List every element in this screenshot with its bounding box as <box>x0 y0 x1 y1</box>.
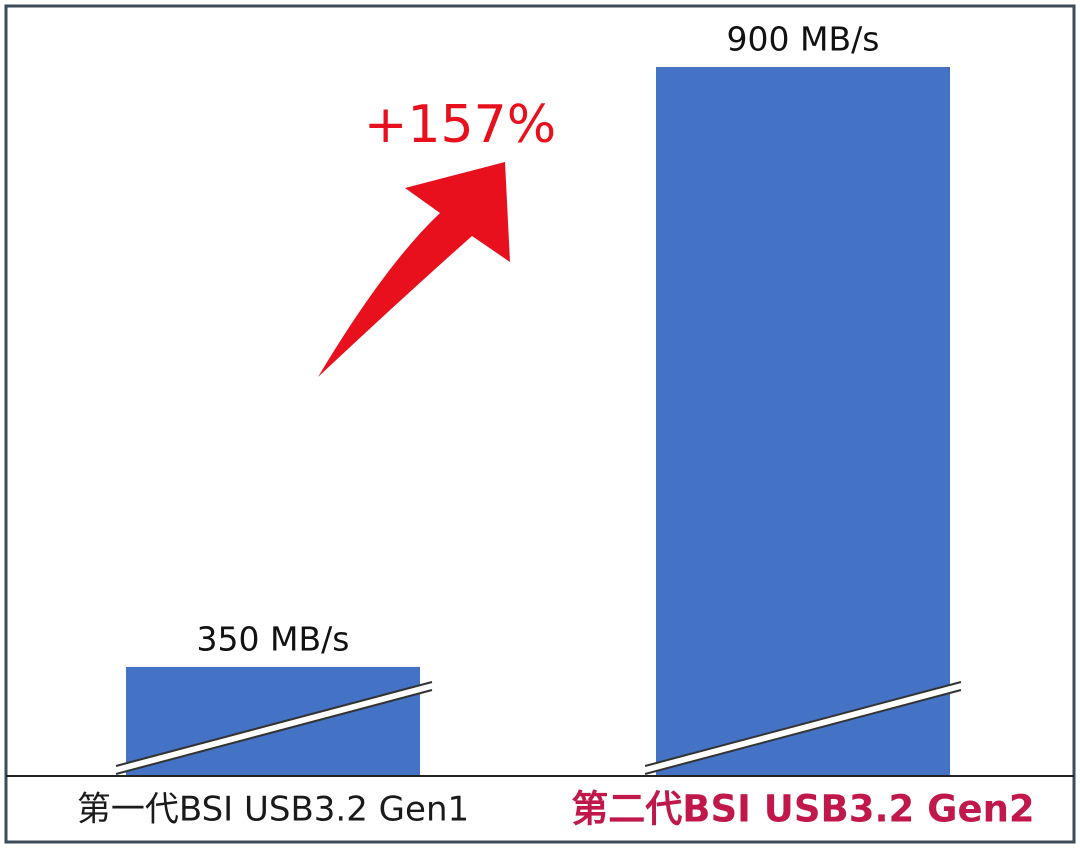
bar <box>656 67 950 776</box>
x-tick-label: 第一代BSI USB3.2 Gen1 <box>77 790 469 830</box>
axis-break <box>114 681 963 775</box>
break-line <box>115 681 433 767</box>
value-label: 350 MB/s <box>197 619 350 658</box>
annotation: +157% <box>364 95 556 155</box>
break-line <box>644 681 962 767</box>
break-line <box>644 689 962 775</box>
x-tick-label: 第二代BSI USB3.2 Gen2 <box>571 788 1034 831</box>
value-label: 900 MB/s <box>727 20 880 59</box>
break-band <box>643 681 963 775</box>
break-line <box>115 689 433 775</box>
break-band <box>114 681 434 775</box>
growth-arrow <box>318 162 510 377</box>
